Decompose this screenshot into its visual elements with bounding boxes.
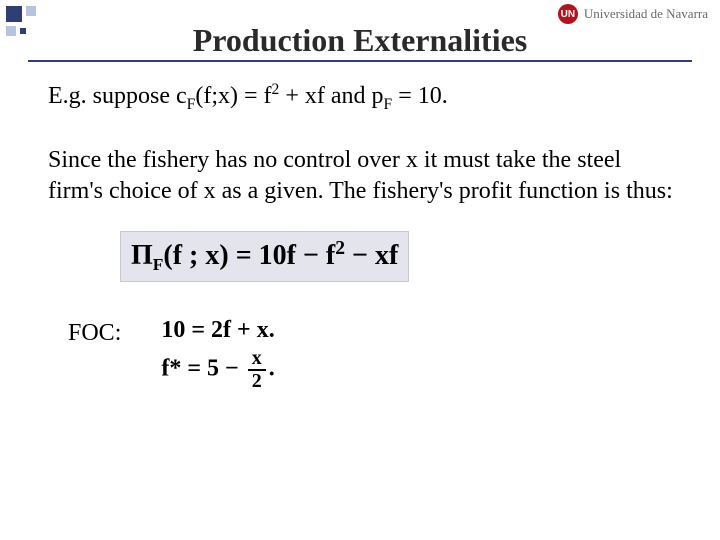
numerator: x [248,348,266,371]
foc-line-2: f* = 5 − x2. [161,348,274,392]
foc-equations: 10 = 2f + x. f* = 5 − x2. [161,312,274,392]
subscript-F: F [153,255,164,274]
profit-equation: ΠF(f ; x) = 10f − f2 − xf [120,231,678,282]
subscript-F: F [384,96,393,113]
foc-label: FOC: [68,312,121,349]
equation-body: (f ; x) = 10f − f [163,240,335,271]
superscript-2: 2 [335,238,345,259]
example-line: E.g. suppose cF(f;x) = f2 + xf and pF = … [48,80,678,115]
equation-tail: − xf [345,240,398,271]
paragraph: Since the fishery has no control over x … [48,145,678,207]
title-rule [28,60,692,62]
text: = 10. [392,83,448,109]
text: + xf and p [279,83,383,109]
logo-badge: UN [558,4,578,24]
text: E.g. suppose c [48,83,187,109]
denominator: 2 [248,371,266,392]
foc-section: FOC: 10 = 2f + x. f* = 5 − x2. [68,312,678,392]
slide: UN Universidad de Navarra Production Ext… [0,0,720,540]
university-logo: UN Universidad de Navarra [558,4,708,24]
slide-content: E.g. suppose cF(f;x) = f2 + xf and pF = … [48,80,678,392]
equation-box: ΠF(f ; x) = 10f − f2 − xf [120,231,409,282]
text: f* = 5 − [161,356,244,382]
fraction: x2 [248,348,266,392]
slide-title: Production Externalities [0,22,720,59]
text: (f;x) = f [195,83,271,109]
pi-symbol: Π [131,240,153,271]
period: . [269,356,275,382]
logo-text: Universidad de Navarra [584,6,708,22]
foc-line-1: 10 = 2f + x. [161,312,274,348]
